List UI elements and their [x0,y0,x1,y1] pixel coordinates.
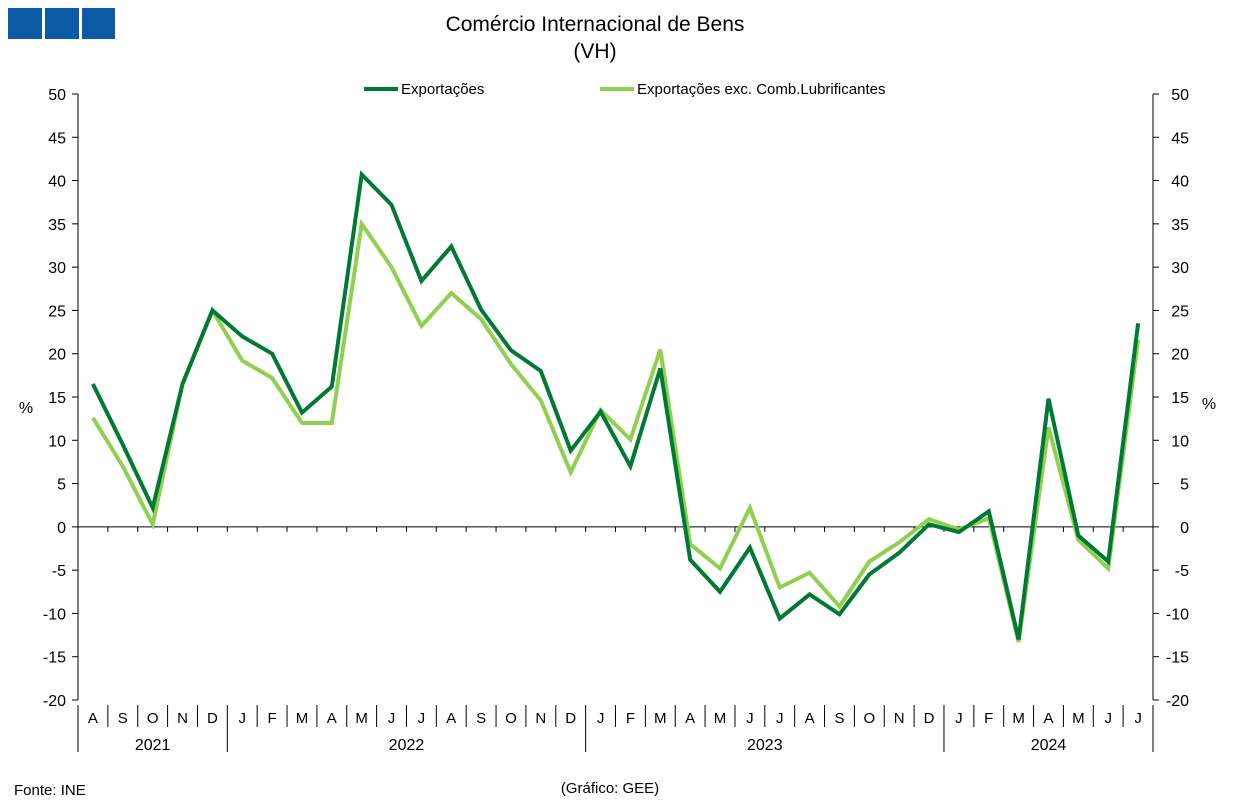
y-tick-label-left: 50 [48,87,66,104]
x-tick-label: D [565,710,576,727]
y-tick-label-left: 35 [48,217,66,234]
y-tick-label-right: 35 [1171,217,1189,234]
y-tick-label-right: 15 [1171,390,1189,407]
y-tick-label-left: 40 [48,174,66,191]
y-tick-label-left: 25 [48,303,66,320]
x-tick-label: M [355,710,368,727]
x-tick-label: J [238,710,246,727]
y-tick-label-left: 45 [48,130,66,147]
y-tick-label-right: -5 [1175,563,1189,580]
x-tick-label: O [505,710,517,727]
x-tick-label: S [834,710,844,727]
x-tick-label: J [1104,710,1112,727]
x-tick-label: N [177,710,188,727]
y-tick-label-left: 20 [48,347,66,364]
y-tick-label-left: 0 [57,520,66,537]
series-line-exportacoes-exc-comb [91,218,1141,643]
y-tick-label-right: 20 [1171,347,1189,364]
y-tick-label-left: 15 [48,390,66,407]
source-note: Fonte: INE [14,782,86,799]
x-tick-label: D [207,710,218,727]
x-tick-label: J [1134,710,1142,727]
x-tick-label: J [388,710,396,727]
x-tick-label: A [446,710,456,727]
legend-label-exportacoes-exc: Exportações exc. Comb.Lubrificantes [637,81,885,98]
x-tick-label: J [746,710,754,727]
y-tick-label-left: -10 [43,606,66,623]
y-tick-label-left: 5 [57,477,66,494]
logo [8,8,115,39]
y-tick-label-left: -20 [43,693,66,710]
chart-credit: (Gráfico: GEE) [561,780,659,797]
x-tick-label: A [327,710,337,727]
y-tick-label-right: 0 [1180,520,1189,537]
y-tick-label-right: 30 [1171,260,1189,277]
x-tick-label: J [955,710,963,727]
year-label: 2021 [135,737,171,754]
legend-label-exportacoes: Exportações [401,81,484,98]
y-tick-label-left: -15 [43,650,66,667]
y-tick-label-right: 50 [1171,87,1189,104]
y-tick-label-right: 5 [1180,477,1189,494]
y-tick-label-right: -15 [1166,650,1189,667]
x-tick-label: A [685,710,695,727]
x-tick-label: F [626,710,635,727]
logo-block-2 [45,8,79,39]
x-tick-label: O [147,710,159,727]
x-tick-label: M [1012,710,1025,727]
y-tick-label-right: -20 [1166,693,1189,710]
y-tick-label-right: 45 [1171,130,1189,147]
y-tick-label-left: -5 [52,563,66,580]
chart-subtitle: (VH) [573,40,616,63]
logo-block-3 [82,8,115,39]
x-tick-label: M [1072,710,1085,727]
y-tick-label-right: 10 [1171,433,1189,450]
y-tick-label-right: -10 [1166,606,1189,623]
series-line-exportacoes [91,170,1141,640]
x-tick-label: M [296,710,309,727]
x-tick-label: M [654,710,667,727]
legend: Exportações Exportações exc. Comb.Lubrif… [364,81,885,98]
year-label: 2024 [1031,737,1067,754]
y-tick-label-left: 30 [48,260,66,277]
logo-block-1 [8,8,42,39]
x-tick-label: N [894,710,905,727]
y-tick-label-right: 40 [1171,174,1189,191]
x-tick-label: F [268,710,277,727]
y-axis-label-right: % [1202,396,1216,413]
y-axis-label-left: % [19,400,33,417]
x-tick-label: O [863,710,875,727]
x-tick-label: N [535,710,546,727]
x-tick-label: J [597,710,605,727]
series-lines [91,170,1141,643]
x-tick-label: A [1043,710,1053,727]
x-tick-label: S [118,710,128,727]
x-tick-label: J [418,710,426,727]
x-tick-label: S [476,710,486,727]
year-label: 2022 [389,737,425,754]
year-label: 2023 [747,737,783,754]
x-tick-label: M [714,710,727,727]
x-tick-label: F [984,710,993,727]
y-tick-label-left: 10 [48,433,66,450]
x-tick-label: A [805,710,815,727]
y-tick-label-right: 25 [1171,303,1189,320]
chart-title: Comércio Internacional de Bens [446,13,745,36]
x-tick-label: D [924,710,935,727]
x-tick-label: A [88,710,98,727]
x-tick-label: J [776,710,784,727]
